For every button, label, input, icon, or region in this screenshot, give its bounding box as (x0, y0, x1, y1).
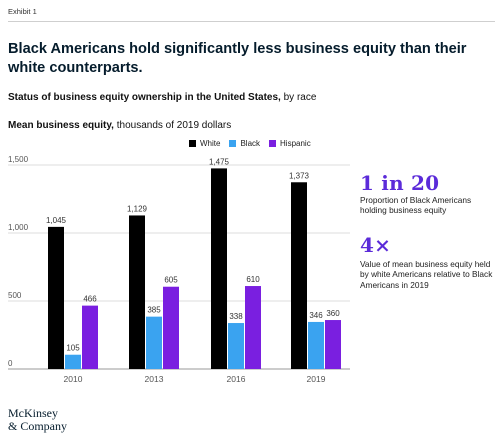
y-tick-label: 1,500 (8, 155, 29, 164)
x-tick-label: 2010 (64, 374, 83, 384)
callout-2-text: Value of mean business equity held by wh… (360, 259, 493, 290)
measure-rest: thousands of 2019 dollars (113, 120, 232, 131)
data-label-black-2016: 338 (229, 312, 243, 321)
x-tick-label: 2013 (145, 374, 164, 384)
data-label-white-2016: 1,475 (209, 157, 230, 166)
bar-black-2019 (308, 321, 324, 369)
logo-line-1: McKinsey (8, 406, 58, 420)
bar-hispanic-2019 (325, 320, 341, 369)
legend: White Black Hispanic (189, 139, 311, 148)
divider (8, 21, 495, 22)
chart-title: Black Americans hold significantly less … (8, 41, 467, 76)
bar-white-2010 (48, 226, 64, 369)
x-tick-label: 2016 (227, 374, 246, 384)
legend-item-black: Black (229, 139, 260, 148)
callout-2-figure: 4× (360, 233, 392, 257)
legend-swatch-white (189, 140, 196, 147)
exhibit-label: Exhibit 1 (8, 7, 37, 16)
data-label-hispanic-2019: 360 (326, 309, 340, 318)
measure-label: Mean business equity, thousands of 2019 … (8, 120, 231, 131)
legend-swatch-hispanic (269, 140, 277, 147)
measure-bold: Mean business equity, (8, 120, 114, 131)
legend-label-black: Black (240, 139, 261, 148)
bar-hispanic-2013 (163, 286, 179, 369)
data-label-white-2013: 1,129 (127, 204, 148, 213)
legend-swatch-black (229, 140, 237, 147)
bar-black-2013 (146, 316, 162, 369)
bar-white-2016 (211, 168, 227, 369)
bar-hispanic-2010 (82, 305, 98, 369)
legend-item-white: White (189, 139, 220, 148)
data-label-white-2010: 1,045 (46, 216, 67, 225)
callout-1-figure: 1 in 20 (360, 171, 440, 195)
bar-black-2016 (228, 323, 244, 369)
data-label-white-2019: 1,373 (289, 171, 310, 180)
data-label-black-2019: 346 (309, 311, 323, 320)
bar-white-2019 (291, 182, 307, 369)
y-tick-label: 1,000 (8, 223, 29, 232)
bar-white-2013 (129, 215, 145, 369)
data-label-hispanic-2013: 605 (164, 276, 178, 285)
legend-item-hispanic: Hispanic (269, 139, 311, 148)
mckinsey-logo: McKinsey & Company (8, 407, 67, 433)
data-label-black-2013: 385 (147, 306, 161, 315)
callout-1-text: Proportion of Black Americans holding bu… (360, 195, 472, 216)
subtitle-rest: by race (280, 92, 317, 103)
bar-black-2010 (65, 354, 81, 369)
y-tick-label: 500 (8, 291, 22, 300)
bar-chart: 0 500 1,000 1,500 1,045 1,129 1,475 1,373 105 385… (8, 155, 350, 384)
x-tick-label: 2019 (307, 374, 326, 384)
y-tick-label: 0 (8, 359, 13, 368)
data-label-hispanic-2016: 610 (246, 275, 260, 284)
logo-line-2: & Company (8, 419, 67, 433)
chart-subtitle: Status of business equity ownership in t… (8, 92, 316, 103)
data-label-black-2010: 105 (66, 344, 80, 353)
legend-label-white: White (200, 139, 221, 148)
legend-label-hispanic: Hispanic (280, 139, 311, 148)
subtitle-bold: Status of business equity ownership in t… (8, 92, 281, 103)
bar-hispanic-2016 (245, 286, 261, 369)
data-label-hispanic-2010: 466 (83, 295, 97, 304)
